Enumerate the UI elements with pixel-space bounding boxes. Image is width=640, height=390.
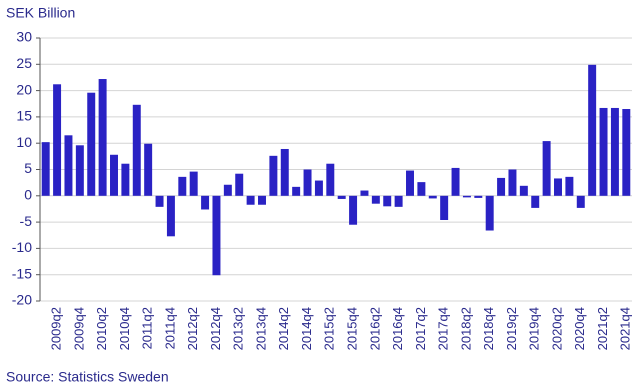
- y-tick-label: -20: [12, 292, 32, 308]
- bar: [337, 195, 346, 199]
- y-tick-label: -15: [12, 265, 32, 281]
- bar: [406, 170, 414, 196]
- bar: [451, 167, 460, 196]
- bar: [474, 195, 483, 198]
- chart-title: SEK Billion: [6, 5, 75, 21]
- x-tick-label: 2013q4: [253, 307, 268, 350]
- bar: [497, 177, 506, 196]
- x-tick-label: 2016q2: [367, 307, 382, 350]
- x-tick-label: 2013q2: [231, 307, 246, 350]
- x-tick-label: 2011q2: [140, 307, 155, 349]
- bar: [144, 143, 153, 196]
- bar: [53, 84, 62, 196]
- y-tick-label: 15: [16, 108, 32, 124]
- bar: [371, 195, 380, 204]
- bar: [576, 195, 585, 208]
- x-tick-label: 2015q4: [345, 307, 360, 350]
- bar: [610, 107, 619, 196]
- bar: [440, 195, 449, 220]
- x-tick-label: 2014q4: [299, 307, 314, 350]
- x-tick-label: 2018q4: [481, 307, 496, 350]
- x-tick-label: 2011q4: [162, 307, 177, 349]
- x-tick-label: 2018q2: [458, 307, 473, 350]
- bar: [64, 135, 73, 196]
- x-tick-label: 2010q2: [94, 307, 109, 350]
- bar: [360, 190, 369, 196]
- y-tick-label: -5: [20, 213, 33, 229]
- x-tick-label: 2016q4: [390, 307, 405, 350]
- bar: [121, 163, 130, 196]
- y-tick-label: 20: [16, 81, 32, 97]
- y-tick-label: 5: [24, 160, 32, 176]
- bar: [462, 195, 471, 198]
- x-tick-label: 2009q2: [49, 307, 64, 350]
- x-tick-label: 2019q2: [504, 307, 519, 350]
- bar: [189, 171, 198, 196]
- bar: [565, 176, 574, 196]
- bar: [554, 178, 562, 196]
- bar: [41, 142, 50, 196]
- bar: [599, 107, 608, 196]
- bar: [87, 92, 96, 196]
- y-tick-label: -10: [12, 239, 32, 255]
- y-tick-label: 30: [16, 29, 32, 45]
- bar: [622, 109, 631, 196]
- bar: [132, 104, 141, 196]
- bar: [246, 195, 255, 205]
- bar: [485, 195, 494, 231]
- x-tick-label: 2012q2: [185, 307, 200, 350]
- bar: [428, 195, 437, 199]
- bar: [269, 155, 278, 196]
- bar: [303, 169, 312, 196]
- bar: [75, 145, 84, 196]
- bar: [155, 195, 164, 207]
- x-tick-label: 2010q4: [117, 307, 132, 350]
- source-note: Source: Statistics Sweden: [6, 369, 169, 385]
- bar: [542, 141, 551, 196]
- x-tick-label: 2015q2: [322, 307, 337, 350]
- x-tick-label: 2019q4: [527, 307, 542, 350]
- y-tick-label: 0: [24, 187, 32, 203]
- bar: [349, 195, 358, 225]
- bar: [201, 195, 210, 210]
- bar: [280, 148, 289, 196]
- x-tick-label: 2020q2: [549, 307, 564, 350]
- y-tick-label: 10: [16, 134, 32, 150]
- x-tick-label: 2014q2: [276, 307, 291, 350]
- bar: [531, 195, 540, 208]
- bar: [292, 186, 301, 196]
- x-tick-label: 2021q2: [595, 307, 610, 350]
- bar: [258, 195, 266, 205]
- bar: [212, 195, 221, 276]
- bar: [110, 154, 118, 196]
- x-tick-label: 2017q4: [436, 307, 451, 350]
- bar: [326, 163, 335, 196]
- bar: [394, 195, 403, 207]
- bar: [519, 185, 528, 196]
- bar: [178, 176, 187, 196]
- bar: [314, 180, 323, 196]
- bar: [223, 184, 232, 196]
- bar: [383, 195, 392, 207]
- y-tick-label: 25: [16, 55, 32, 71]
- bar: [235, 173, 244, 196]
- bar: [588, 64, 597, 196]
- x-tick-label: 2012q4: [208, 307, 223, 350]
- bar: [417, 182, 426, 196]
- x-tick-label: 2021q4: [618, 307, 633, 350]
- x-tick-label: 2017q2: [413, 307, 428, 350]
- bar: [508, 169, 517, 196]
- x-tick-label: 2009q4: [71, 307, 86, 350]
- x-tick-label: 2020q4: [572, 307, 587, 350]
- bar: [98, 79, 107, 196]
- bar: [166, 195, 175, 237]
